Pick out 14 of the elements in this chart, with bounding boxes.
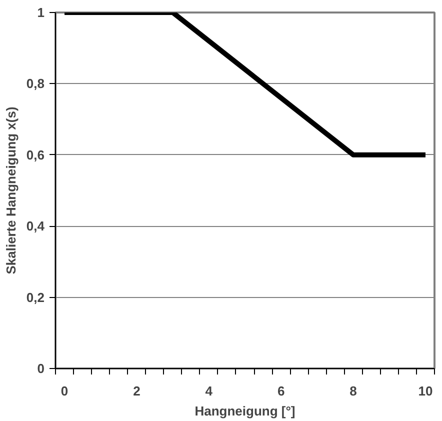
x-tick-label: 10 (418, 384, 433, 398)
x-tick-label: 4 (205, 384, 214, 398)
y-tick-label: 0 (37, 361, 45, 376)
y-tick-label: 0,6 (26, 147, 45, 162)
x-axis-title: Hangneigung [°] (194, 404, 296, 418)
y-tick-label: 0,2 (26, 290, 45, 305)
x-tick-label: 6 (277, 384, 285, 398)
y-tick-label: 0,8 (26, 76, 45, 92)
x-tick-label: 2 (133, 384, 140, 398)
y-axis-title: Skalierte Hangneigung x(s) (3, 106, 18, 274)
x-tick-label: 0 (60, 384, 68, 398)
x-tick-label: 8 (350, 384, 357, 398)
y-tick-label: 0,4 (26, 218, 46, 234)
y-tick-label: 1 (37, 5, 45, 20)
